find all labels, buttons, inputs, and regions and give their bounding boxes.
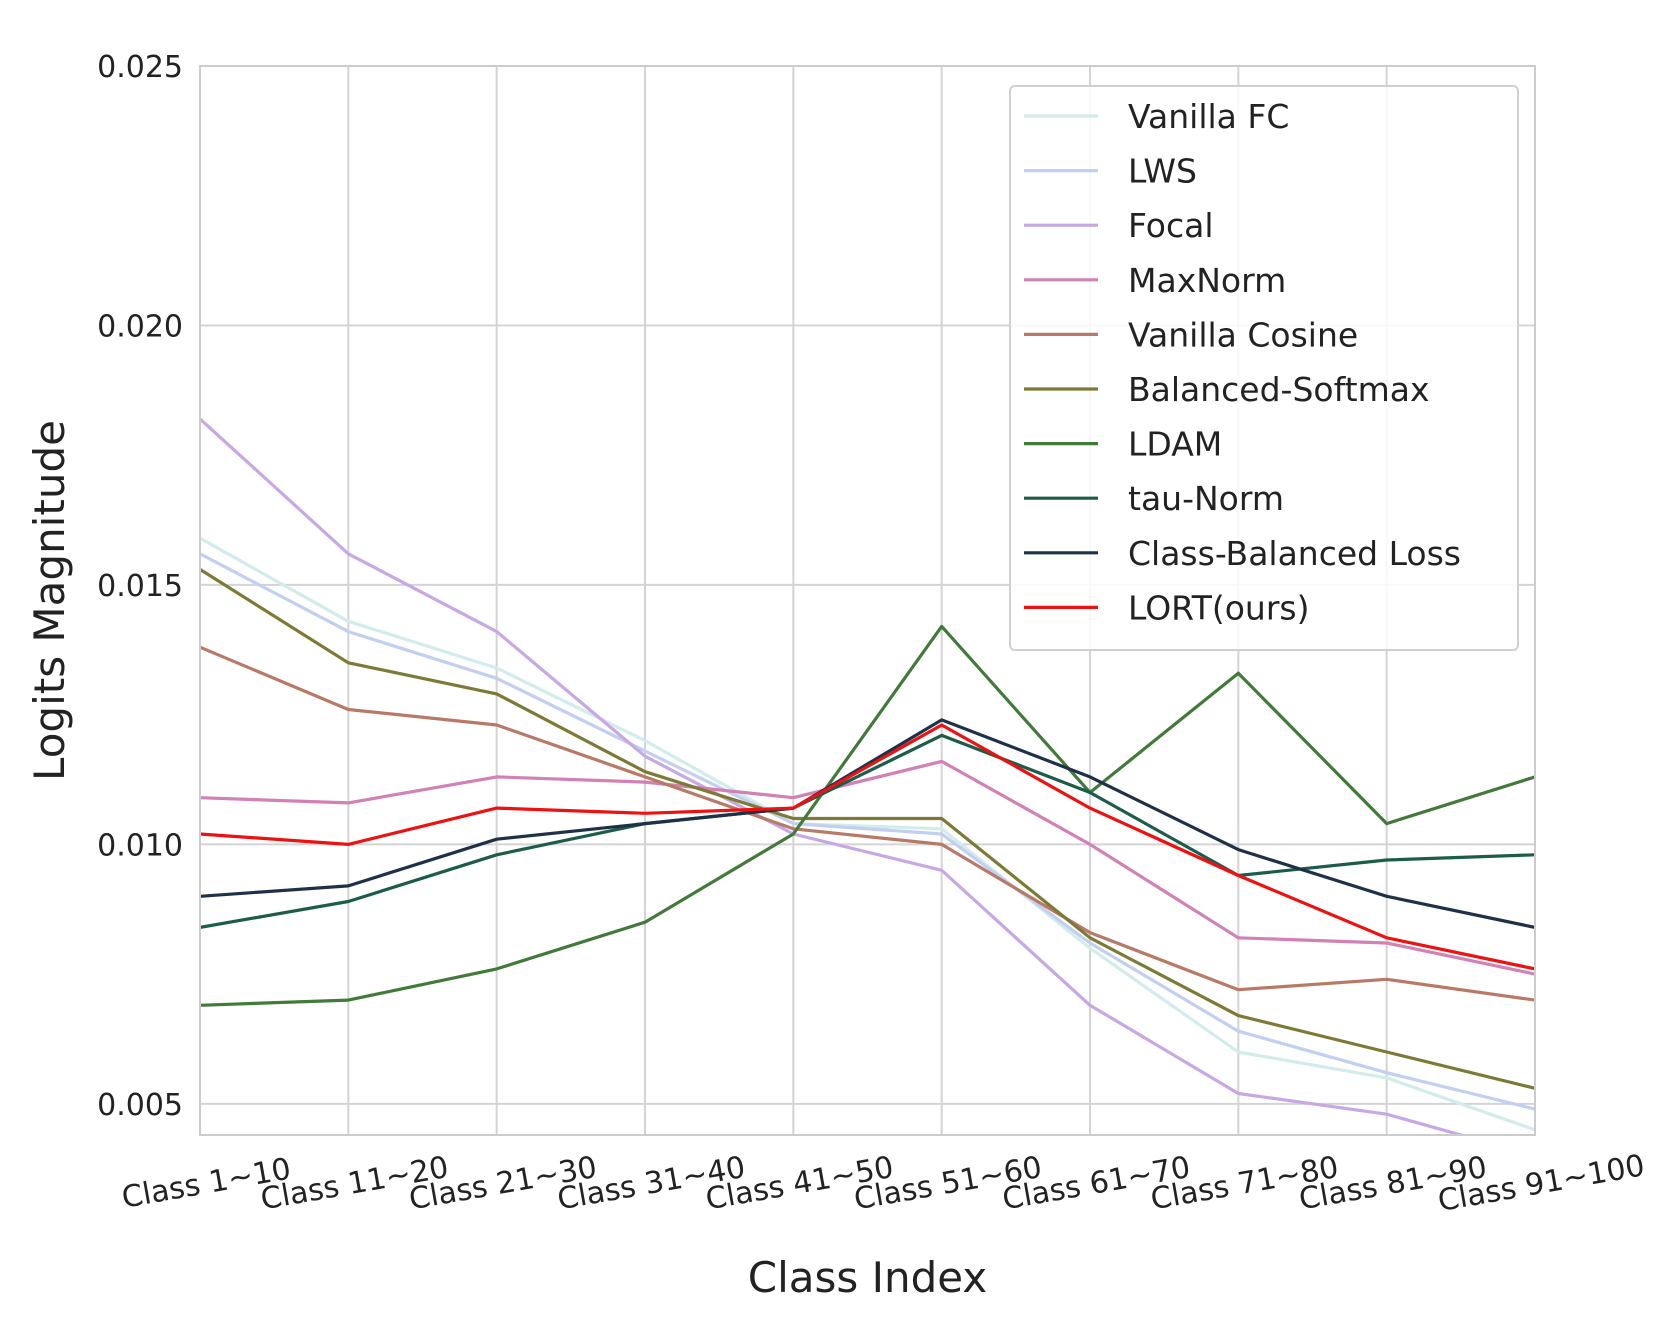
series-line-lort-ours: [200, 723, 1535, 971]
legend-label: LDAM: [1128, 425, 1222, 464]
series-line-focal: [200, 417, 1467, 1135]
legend: Vanilla FC LWS Focal MaxNorm Vanilla Cosine B…: [1009, 85, 1519, 651]
legend-items: Vanilla FC LWS Focal MaxNorm Vanilla Cosine B…: [1024, 97, 1461, 627]
series-line-tau-norm: [200, 733, 1535, 929]
legend-label: tau-Norm: [1128, 479, 1284, 518]
legend-item: Focal: [1024, 206, 1214, 245]
y-tick-label: 0.025: [97, 50, 183, 85]
legend-label: Balanced-Softmax: [1128, 370, 1429, 409]
legend-item: tau-Norm: [1024, 479, 1284, 518]
legend-label: Vanilla FC: [1128, 97, 1289, 136]
legend-label: Focal: [1128, 206, 1214, 245]
legend-item: Balanced-Softmax: [1024, 370, 1429, 409]
legend-item: LORT(ours): [1024, 588, 1309, 627]
y-tick-label: 0.005: [97, 1088, 183, 1123]
legend-item: Vanilla FC: [1024, 97, 1289, 136]
legend-box: [1009, 85, 1519, 651]
series-line-class-balanced-loss: [200, 718, 1535, 929]
y-tick-labels: 0.005 0.010 0.015 0.020 0.025: [97, 50, 183, 1123]
series-line-vanilla-fc: [200, 536, 1535, 1132]
series-line-vanilla-cosine: [200, 645, 1535, 1002]
legend-item: Vanilla Cosine: [1024, 315, 1358, 354]
y-tick-label: 0.010: [97, 828, 183, 863]
y-axis-label: Logits Magnitude: [25, 420, 74, 781]
legend-label: Vanilla Cosine: [1128, 315, 1358, 354]
series-line-maxnorm: [200, 759, 1535, 976]
series-line-lws: [200, 552, 1535, 1111]
legend-item: LDAM: [1024, 425, 1222, 464]
legend-item: Class-Balanced Loss: [1024, 534, 1461, 573]
series-lines: [200, 417, 1535, 1135]
y-tick-label: 0.015: [97, 569, 183, 604]
y-tick-label: 0.020: [97, 309, 183, 344]
legend-label: Class-Balanced Loss: [1128, 534, 1461, 573]
x-axis-label: Class Index: [748, 1253, 987, 1302]
legend-label: MaxNorm: [1128, 261, 1286, 300]
legend-item: MaxNorm: [1024, 261, 1286, 300]
series-line-balanced-softmax: [200, 568, 1535, 1090]
legend-item: LWS: [1024, 152, 1197, 191]
legend-label: LWS: [1128, 152, 1197, 191]
legend-label: LORT(ours): [1128, 588, 1309, 627]
plot-frame: [199, 65, 1536, 1136]
series-line-ldam: [200, 624, 1535, 1007]
